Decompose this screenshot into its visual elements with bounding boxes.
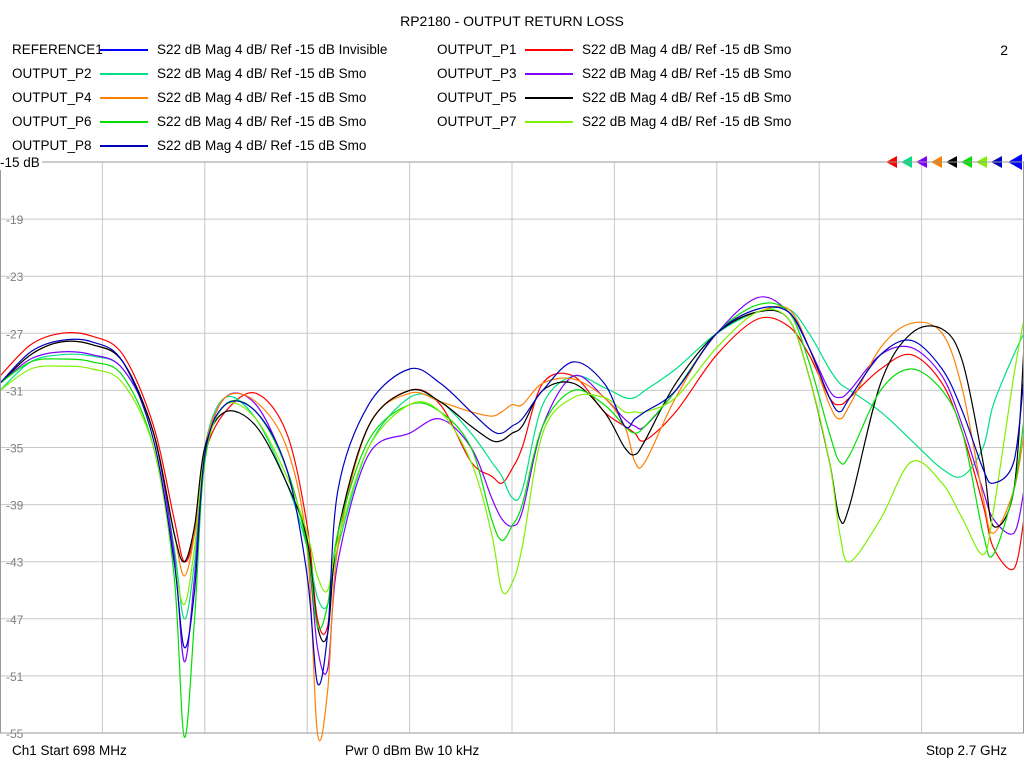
legend-series-format: S22 dB Mag 4 dB/ Ref -15 dB Invisible — [157, 42, 388, 57]
chart-title: RP2180 - OUTPUT RETURN LOSS — [400, 13, 624, 29]
y-tick-label: -47 — [6, 613, 24, 627]
legend-series-format: S22 dB Mag 4 dB/ Ref -15 dB Smo — [582, 42, 792, 57]
legend-series-name: OUTPUT_P4 — [12, 90, 92, 105]
legend-swatch — [525, 73, 573, 75]
legend-entry: REFERENCE1 S22 dB Mag 4 dB/ Ref -15 dB In… — [12, 42, 432, 62]
y-tick-label: -39 — [6, 499, 24, 513]
legend-entry: OUTPUT_P7 S22 dB Mag 4 dB/ Ref -15 dB Smo — [437, 114, 857, 134]
legend-entry: OUTPUT_P2 S22 dB Mag 4 dB/ Ref -15 dB Smo — [12, 66, 432, 86]
series-line — [0, 296, 1024, 675]
legend-entry: OUTPUT_P3 S22 dB Mag 4 dB/ Ref -15 dB Smo — [437, 66, 857, 86]
legend-swatch — [100, 73, 148, 75]
legend-entry: OUTPUT_P4 S22 dB Mag 4 dB/ Ref -15 dB Smo — [12, 90, 432, 110]
stop-frequency: Stop 2.7 GHz — [926, 743, 1008, 758]
y-tick-label: -55 — [6, 727, 24, 741]
series-line — [0, 302, 1024, 738]
legend-series-format: S22 dB Mag 4 dB/ Ref -15 dB Smo — [157, 114, 367, 129]
legend-series-format: S22 dB Mag 4 dB/ Ref -15 dB Smo — [582, 66, 792, 81]
legend-series-format: S22 dB Mag 4 dB/ Ref -15 dB Smo — [582, 90, 792, 105]
y-tick-label: -19 — [6, 213, 24, 227]
series-line — [0, 306, 1024, 686]
legend-swatch — [525, 97, 573, 99]
legend-series-name: OUTPUT_P6 — [12, 114, 92, 129]
y-tick-label: -31 — [6, 384, 24, 398]
legend-series-name: OUTPUT_P1 — [437, 42, 517, 57]
legend-entry: OUTPUT_P6 S22 dB Mag 4 dB/ Ref -15 dB Smo — [12, 114, 432, 134]
legend-series-name: OUTPUT_P2 — [12, 66, 92, 81]
legend-series-name: OUTPUT_P7 — [437, 114, 517, 129]
legend-series-name: OUTPUT_P3 — [437, 66, 517, 81]
legend-swatch — [525, 49, 573, 51]
series-line — [0, 305, 1024, 742]
legend-series-format: S22 dB Mag 4 dB/ Ref -15 dB Smo — [582, 114, 792, 129]
y-tick-label: -43 — [6, 556, 24, 570]
legend-series-name: OUTPUT_P5 — [437, 90, 517, 105]
y-tick-label: -23 — [6, 270, 24, 284]
power-bandwidth: Pwr 0 dBm Bw 10 kHz — [345, 743, 480, 758]
y-tick-label: -51 — [6, 670, 24, 684]
legend-swatch — [100, 145, 148, 147]
legend-series-format: S22 dB Mag 4 dB/ Ref -15 dB Smo — [157, 90, 367, 105]
legend-entry: OUTPUT_P5 S22 dB Mag 4 dB/ Ref -15 dB Smo — [437, 90, 857, 110]
legend-swatch — [100, 49, 148, 51]
series-line — [0, 308, 1024, 606]
legend-swatch — [525, 121, 573, 123]
y-tick-label: -27 — [6, 327, 24, 341]
start-frequency: Ch1 Start 698 MHz — [12, 743, 127, 758]
channel-number: 2 — [1000, 42, 1008, 58]
legend-entry: OUTPUT_P1 S22 dB Mag 4 dB/ Ref -15 dB Smo — [437, 42, 857, 62]
legend-series-name: OUTPUT_P8 — [12, 138, 92, 153]
legend-series-format: S22 dB Mag 4 dB/ Ref -15 dB Smo — [157, 66, 367, 81]
reference-level-label: -15 dB — [0, 155, 42, 170]
series-line — [0, 309, 1024, 643]
legend-swatch — [100, 97, 148, 99]
legend-entry: OUTPUT_P8 S22 dB Mag 4 dB/ Ref -15 dB Smo — [12, 138, 432, 158]
legend-swatch — [100, 121, 148, 123]
legend-series-format: S22 dB Mag 4 dB/ Ref -15 dB Smo — [157, 138, 367, 153]
legend-series-name: REFERENCE1 — [12, 42, 103, 57]
y-tick-label: -35 — [6, 442, 24, 456]
